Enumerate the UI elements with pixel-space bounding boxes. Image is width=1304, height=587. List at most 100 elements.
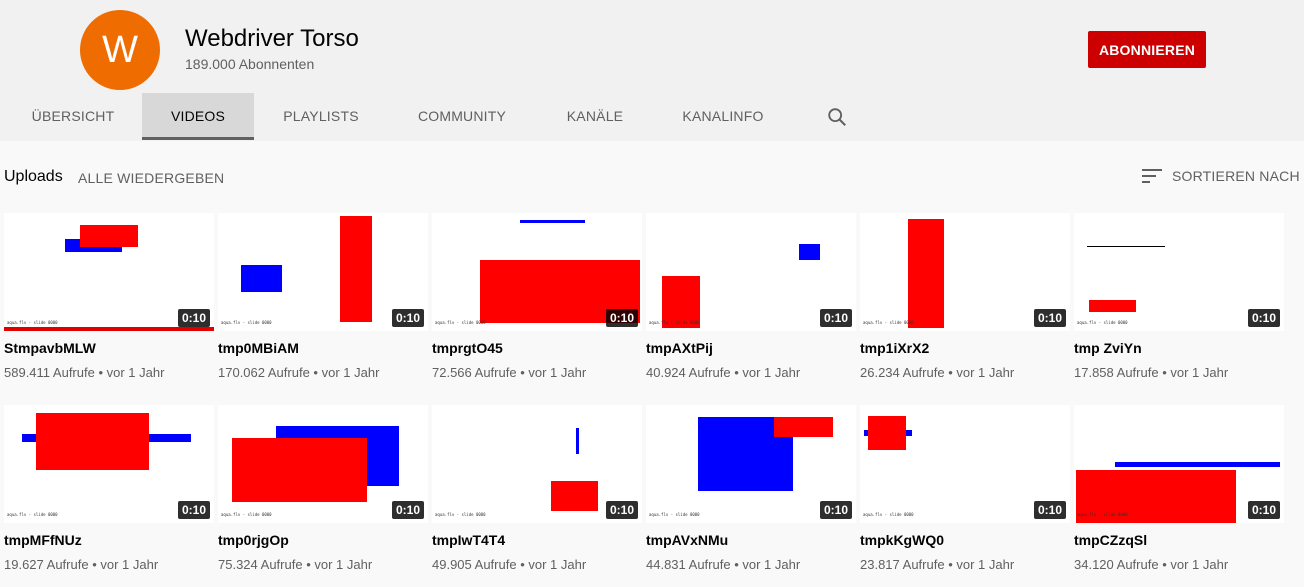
thumb-red-rect — [1076, 470, 1236, 523]
upload-age: vor 1 Jahr — [1170, 365, 1229, 380]
video-meta: 44.831 Aufrufe • vor 1 Jahr — [646, 557, 801, 572]
thumb-red-rect — [36, 413, 149, 470]
thumb-red-rect — [340, 216, 372, 322]
video-thumbnail[interactable]: aqua.flv - slide 0000 0:10 — [218, 405, 428, 523]
duration-badge: 0:10 — [1247, 501, 1280, 519]
upload-age: vor 1 Jahr — [528, 557, 587, 572]
duration-badge: 0:10 — [819, 501, 852, 519]
view-count: 72.566 Aufrufe — [432, 365, 517, 380]
tab-playlists[interactable]: PLAYLISTS — [283, 108, 359, 124]
thumb-watermark: aqua.flv - slide 0000 — [863, 320, 914, 325]
video-thumbnail[interactable]: aqua.flv - slide 0000 0:10 — [646, 405, 856, 523]
video-title[interactable]: StmpavbMLW — [4, 340, 96, 356]
duration-badge: 0:10 — [1247, 309, 1280, 327]
channel-avatar[interactable]: W — [80, 10, 160, 90]
watch-progress-bar — [4, 327, 214, 331]
video-thumbnail[interactable]: aqua.flv - slide 0000 0:10 — [432, 405, 642, 523]
upload-age: vor 1 Jahr — [528, 365, 587, 380]
tab-overview[interactable]: ÜBERSICHT — [31, 108, 115, 124]
video-meta: 170.062 Aufrufe • vor 1 Jahr — [218, 365, 380, 380]
thumb-watermark: aqua.flv - slide 0000 — [649, 512, 700, 517]
thumb-watermark: aqua.flv - slide 0000 — [863, 512, 914, 517]
video-meta: 75.324 Aufrufe • vor 1 Jahr — [218, 557, 373, 572]
video-meta: 23.817 Aufrufe • vor 1 Jahr — [860, 557, 1015, 572]
video-title[interactable]: tmp0rjgOp — [218, 532, 289, 548]
duration-badge: 0:10 — [391, 501, 424, 519]
thumb-red-rect — [868, 416, 906, 450]
video-title[interactable]: tmpMFfNUz — [4, 532, 82, 548]
upload-age: vor 1 Jahr — [742, 365, 801, 380]
thumb-watermark: aqua.flv - slide 0000 — [435, 320, 486, 325]
video-meta: 19.627 Aufrufe • vor 1 Jahr — [4, 557, 159, 572]
video-title[interactable]: tmpAVxNMu — [646, 532, 729, 548]
video-title[interactable]: tmpCZzqSl — [1074, 532, 1148, 548]
tab-videos[interactable]: VIDEOS — [142, 93, 254, 140]
video-meta: 589.411 Aufrufe • vor 1 Jahr — [4, 365, 165, 380]
subscriber-count: 189.000 Abonnenten — [185, 56, 315, 72]
upload-age: vor 1 Jahr — [956, 557, 1015, 572]
thumb-red-rect — [774, 417, 833, 437]
uploads-title: Uploads — [4, 168, 63, 185]
thumb-watermark: aqua.flv - slide 0000 — [221, 320, 272, 325]
video-thumbnail[interactable]: aqua.flv - slide 0000 0:10 — [4, 213, 214, 331]
upload-age: vor 1 Jahr — [106, 365, 165, 380]
video-thumbnail[interactable]: aqua.flv - slide 0000 0:10 — [432, 213, 642, 331]
view-count: 40.924 Aufrufe — [646, 365, 731, 380]
thumb-blue-rect — [241, 265, 282, 292]
thumb-red-rect — [662, 276, 700, 328]
video-thumbnail[interactable]: aqua.flv - slide 0000 0:10 — [860, 213, 1070, 331]
duration-badge: 0:10 — [177, 309, 210, 327]
sort-icon[interactable] — [1142, 168, 1162, 184]
view-count: 589.411 Aufrufe — [4, 365, 95, 380]
thumb-watermark: aqua.flv - slide 0000 — [1077, 512, 1128, 517]
thumb-blue-rect — [799, 244, 820, 260]
tab-community[interactable]: COMMUNITY — [417, 108, 507, 124]
video-title[interactable]: tmpkKgWQ0 — [860, 532, 944, 548]
view-count: 75.324 Aufrufe — [218, 557, 303, 572]
video-thumbnail[interactable]: aqua.flv - slide 0000 0:10 — [860, 405, 1070, 523]
duration-badge: 0:10 — [605, 309, 638, 327]
video-thumbnail[interactable]: aqua.flv - slide 0000 0:10 — [1074, 213, 1284, 331]
thumb-watermark: aqua.flv - slide 0000 — [7, 320, 58, 325]
tab-about[interactable]: KANALINFO — [682, 108, 764, 124]
video-title[interactable]: tmp0MBiAM — [218, 340, 299, 356]
upload-age: vor 1 Jahr — [100, 557, 159, 572]
view-count: 44.831 Aufrufe — [646, 557, 731, 572]
video-title[interactable]: tmp ZviYn — [1074, 340, 1142, 356]
view-count: 23.817 Aufrufe — [860, 557, 945, 572]
upload-age: vor 1 Jahr — [314, 557, 373, 572]
duration-badge: 0:10 — [819, 309, 852, 327]
search-icon[interactable] — [826, 106, 848, 128]
video-title[interactable]: tmp1iXrX2 — [860, 340, 930, 356]
thumb-watermark: aqua.flv - slide 0000 — [1077, 320, 1128, 325]
video-title[interactable]: tmpIwT4T4 — [432, 532, 506, 548]
thumb-red-rect — [80, 225, 138, 247]
thumb-watermark: aqua.flv - slide 0000 — [221, 512, 272, 517]
video-meta: 17.858 Aufrufe • vor 1 Jahr — [1074, 365, 1229, 380]
thumb-watermark: aqua.flv - slide 0000 — [7, 512, 58, 517]
channel-header: W Webdriver Torso 189.000 Abonnenten ABO… — [0, 0, 1304, 141]
video-thumbnail[interactable]: aqua.flv - slide 0000 0:10 — [1074, 405, 1284, 523]
duration-badge: 0:10 — [177, 501, 210, 519]
thumb-watermark: aqua.flv - slide 0000 — [649, 320, 700, 325]
view-count: 34.120 Aufrufe — [1074, 557, 1159, 572]
sort-button[interactable]: SORTIEREN NACH — [1172, 168, 1300, 184]
view-count: 17.858 Aufrufe — [1074, 365, 1159, 380]
video-title[interactable]: tmpAXtPij — [646, 340, 713, 356]
video-meta: 40.924 Aufrufe • vor 1 Jahr — [646, 365, 801, 380]
video-thumbnail[interactable]: aqua.flv - slide 0000 0:10 — [4, 405, 214, 523]
view-count: 49.905 Aufrufe — [432, 557, 517, 572]
play-all-button[interactable]: ALLE WIEDERGEBEN — [78, 170, 225, 186]
video-thumbnail[interactable]: aqua.flv - slide 0000 0:10 — [646, 213, 856, 331]
duration-badge: 0:10 — [1033, 501, 1066, 519]
video-meta: 72.566 Aufrufe • vor 1 Jahr — [432, 365, 587, 380]
video-title[interactable]: tmprgtO45 — [432, 340, 503, 356]
video-meta: 26.234 Aufrufe • vor 1 Jahr — [860, 365, 1015, 380]
subscribe-button[interactable]: ABONNIEREN — [1088, 31, 1206, 68]
duration-badge: 0:10 — [391, 309, 424, 327]
upload-age: vor 1 Jahr — [1170, 557, 1229, 572]
tab-channels[interactable]: KANÄLE — [566, 108, 624, 124]
video-thumbnail[interactable]: aqua.flv - slide 0000 0:10 — [218, 213, 428, 331]
duration-badge: 0:10 — [1033, 309, 1066, 327]
upload-age: vor 1 Jahr — [321, 365, 380, 380]
